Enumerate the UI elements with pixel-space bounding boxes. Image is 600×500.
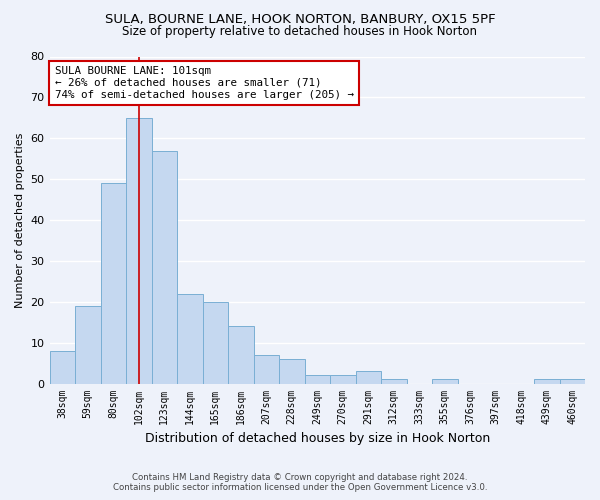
Bar	[279, 359, 305, 384]
Bar	[432, 380, 458, 384]
Bar	[381, 380, 407, 384]
Text: Size of property relative to detached houses in Hook Norton: Size of property relative to detached ho…	[122, 25, 478, 38]
Text: SULA BOURNE LANE: 101sqm
← 26% of detached houses are smaller (71)
74% of semi-d: SULA BOURNE LANE: 101sqm ← 26% of detach…	[55, 66, 354, 100]
Text: SULA, BOURNE LANE, HOOK NORTON, BANBURY, OX15 5PF: SULA, BOURNE LANE, HOOK NORTON, BANBURY,…	[104, 12, 496, 26]
X-axis label: Distribution of detached houses by size in Hook Norton: Distribution of detached houses by size …	[145, 432, 490, 445]
Bar	[305, 376, 330, 384]
Bar	[126, 118, 152, 384]
Bar	[254, 355, 279, 384]
Bar	[330, 376, 356, 384]
Y-axis label: Number of detached properties: Number of detached properties	[15, 132, 25, 308]
Bar	[228, 326, 254, 384]
Bar	[534, 380, 560, 384]
Bar	[177, 294, 203, 384]
Bar	[560, 380, 585, 384]
Bar	[50, 351, 75, 384]
Bar	[75, 306, 101, 384]
Bar	[101, 183, 126, 384]
Bar	[152, 150, 177, 384]
Bar	[203, 302, 228, 384]
Text: Contains HM Land Registry data © Crown copyright and database right 2024.
Contai: Contains HM Land Registry data © Crown c…	[113, 473, 487, 492]
Bar	[356, 372, 381, 384]
